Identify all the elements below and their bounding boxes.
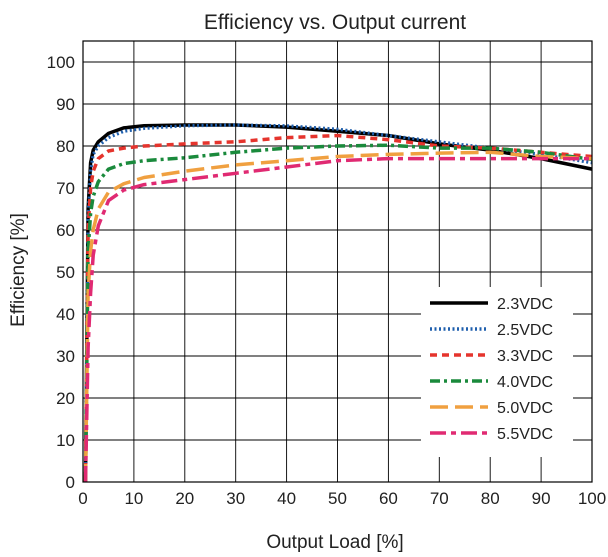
- x-tick-label: 60: [379, 489, 398, 508]
- legend-label: 2.3VDC: [497, 296, 553, 313]
- x-tick-label: 80: [481, 489, 500, 508]
- y-axis-label: Efficiency [%]: [8, 213, 29, 327]
- tick-labels: 0 10 20 30 40 50 60 70 80 90 100 0 10 20 30 40 50 60 70 80 9…: [47, 53, 607, 508]
- y-tick-label: 50: [56, 263, 75, 282]
- series-line-4-0vdc: [83, 143, 593, 483]
- y-tick-label: 100: [47, 53, 75, 72]
- legend-label: 5.0VDC: [497, 400, 553, 417]
- x-tick-label: 30: [226, 489, 245, 508]
- x-axis-label: Output Load [%]: [266, 532, 403, 553]
- y-tick-label: 30: [56, 347, 75, 366]
- series-line-2-5vdc: [83, 123, 593, 483]
- x-tick-label: 50: [328, 489, 347, 508]
- series-line-5-5vdc: [83, 156, 592, 483]
- legend-label: 3.3VDC: [497, 348, 553, 365]
- x-tick-label: 0: [78, 489, 87, 508]
- x-tick-label: 100: [578, 489, 606, 508]
- y-tick-label: 90: [56, 95, 75, 114]
- chart-title: Efficiency vs. Output current: [204, 11, 466, 34]
- y-tick-label: 70: [56, 179, 75, 198]
- x-tick-label: 70: [430, 489, 449, 508]
- legend-box: [421, 287, 573, 457]
- y-tick-label: 60: [56, 221, 75, 240]
- x-tick-label: 20: [175, 489, 194, 508]
- y-tick-label: 10: [56, 431, 75, 450]
- x-tick-label: 10: [124, 489, 143, 508]
- x-tick-label: 90: [532, 489, 551, 508]
- y-tick-label: 20: [56, 389, 75, 408]
- legend-label: 4.0VDC: [497, 374, 553, 391]
- legend: 2.3VDC 2.5VDC 3.3VDC 4.0VDC 5.0VDC 5.5VDC: [421, 287, 573, 457]
- y-tick-label: 80: [56, 137, 75, 156]
- y-tick-label: 40: [56, 305, 75, 324]
- plot-frame: [82, 40, 593, 483]
- legend-label: 2.5VDC: [497, 322, 553, 339]
- series-lines: [83, 123, 593, 483]
- legend-label: 5.5VDC: [497, 426, 553, 443]
- y-tick-label: 0: [66, 473, 75, 492]
- x-tick-label: 40: [277, 489, 296, 508]
